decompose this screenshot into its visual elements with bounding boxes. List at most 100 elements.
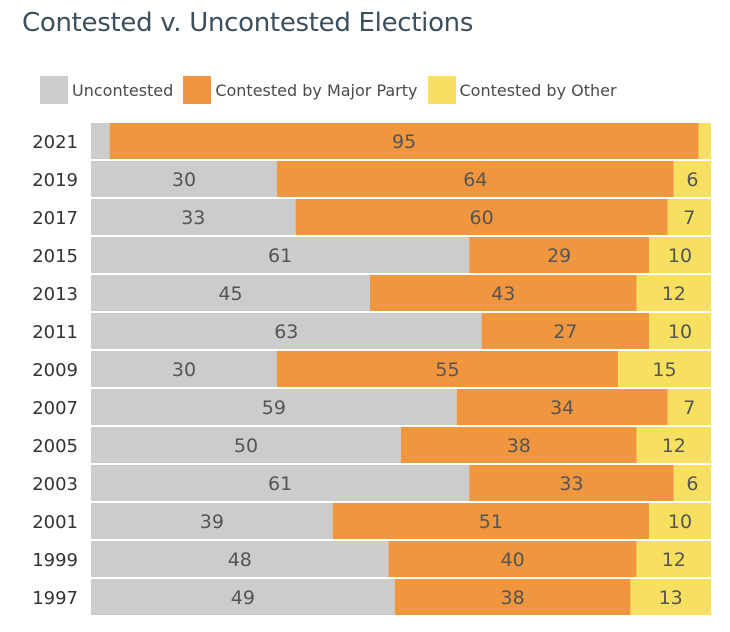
data-label-contested-by-major-party-2011: 27 [553, 321, 577, 343]
bar-contested-by-other-1997 [630, 579, 711, 615]
data-label-contested-by-other-2015: 10 [668, 245, 692, 267]
data-label-contested-by-other-2007: 7 [683, 397, 695, 419]
data-label-uncontested-2011: 63 [274, 321, 298, 343]
bar-contested-by-other-1999 [636, 541, 711, 577]
y-tick-label-2017: 2017 [32, 208, 78, 229]
bar-uncontested-2007 [91, 389, 457, 425]
data-label-contested-by-major-party-2007: 34 [550, 397, 574, 419]
legend-swatch-other [427, 76, 456, 104]
bar-contested-by-major-party-2007 [456, 389, 668, 425]
bar-contested-by-other-2009 [618, 351, 711, 387]
legend-label-uncontested: Uncontested [72, 80, 174, 100]
bar-contested-by-other-2001 [649, 503, 711, 539]
data-label-uncontested-2001: 39 [200, 511, 224, 533]
data-label-contested-by-other-2003: 6 [686, 473, 698, 495]
bar-contested-by-major-party-2005 [401, 427, 637, 463]
y-tick-label-2015: 2015 [32, 246, 78, 267]
data-label-contested-by-major-party-2021: 95 [392, 131, 416, 153]
bar-contested-by-other-2007 [667, 389, 711, 425]
bar-contested-by-other-2011 [649, 313, 711, 349]
bar-contested-by-other-2005 [636, 427, 711, 463]
y-tick-label-2007: 2007 [32, 398, 78, 419]
bar-uncontested-2021 [91, 123, 110, 159]
data-label-contested-by-major-party-1999: 40 [501, 549, 525, 571]
bar-contested-by-other-2017 [667, 199, 711, 235]
data-label-contested-by-other-1997: 13 [659, 587, 683, 609]
bar-contested-by-major-party-2021 [109, 123, 699, 159]
data-label-contested-by-other-2005: 12 [662, 435, 686, 457]
bar-contested-by-major-party-2017 [295, 199, 668, 235]
data-label-contested-by-other-1999: 12 [662, 549, 686, 571]
bar-contested-by-major-party-2001 [332, 503, 649, 539]
y-tick-label-1999: 1999 [32, 550, 78, 571]
bar-uncontested-2001 [91, 503, 333, 539]
y-tick-label-2011: 2011 [32, 322, 78, 343]
y-tick-label-2003: 2003 [32, 474, 78, 495]
bar-uncontested-1999 [91, 541, 389, 577]
bar-uncontested-2005 [91, 427, 401, 463]
data-label-uncontested-2003: 61 [268, 473, 292, 495]
data-label-uncontested-2013: 45 [218, 283, 242, 305]
data-label-contested-by-other-2009: 15 [652, 359, 676, 381]
data-label-uncontested-2005: 50 [234, 435, 258, 457]
data-label-uncontested-1999: 48 [228, 549, 252, 571]
bar-uncontested-1997 [91, 579, 395, 615]
bar-contested-by-major-party-1997 [394, 579, 631, 615]
data-label-contested-by-other-2017: 7 [683, 207, 695, 229]
bar-contested-by-major-party-2011 [481, 313, 649, 349]
data-label-uncontested-2017: 33 [181, 207, 205, 229]
bar-uncontested-2011 [91, 313, 482, 349]
bar-contested-by-other-2019 [673, 161, 711, 197]
bar-uncontested-2009 [91, 351, 277, 387]
bar-contested-by-major-party-1999 [388, 541, 637, 577]
y-tick-label-1997: 1997 [32, 588, 78, 609]
legend-item-uncontested: Uncontested [40, 76, 173, 104]
bar-uncontested-2003 [91, 465, 470, 501]
data-label-contested-by-major-party-2013: 43 [491, 283, 515, 305]
data-label-uncontested-2015: 61 [268, 245, 292, 267]
bar-uncontested-2015 [91, 237, 470, 273]
y-tick-label-2013: 2013 [32, 284, 78, 305]
data-label-contested-by-major-party-2001: 51 [479, 511, 503, 533]
bar-uncontested-2019 [91, 161, 277, 197]
legend-swatch-uncontested [40, 76, 68, 104]
chart-title: Contested v. Uncontested Elections [22, 8, 474, 38]
legend-label-major-party: Contested by Major Party [215, 80, 418, 100]
bar-uncontested-2017 [91, 199, 296, 235]
y-tick-label-2021: 2021 [32, 132, 78, 153]
data-label-contested-by-major-party-2009: 55 [435, 359, 459, 381]
data-label-uncontested-2019: 30 [172, 169, 196, 191]
data-label-contested-by-major-party-2015: 29 [547, 245, 571, 267]
y-tick-label-2001: 2001 [32, 512, 78, 533]
data-label-contested-by-major-party-2003: 33 [559, 473, 583, 495]
legend-swatch-major-party [183, 76, 212, 104]
data-label-contested-by-major-party-2005: 38 [507, 435, 531, 457]
legend-label-other: Contested by Other [459, 80, 617, 100]
y-tick-label-2009: 2009 [32, 360, 78, 381]
data-label-contested-by-other-2013: 12 [662, 283, 686, 305]
bar-contested-by-other-2003 [673, 465, 711, 501]
y-tick-label-2019: 2019 [32, 170, 78, 191]
legend-item-other: Contested by Other [427, 76, 617, 104]
data-label-contested-by-major-party-2019: 64 [463, 169, 487, 191]
bar-contested-by-major-party-2019 [277, 161, 674, 197]
data-label-uncontested-2009: 30 [172, 359, 196, 381]
data-label-contested-by-other-2011: 10 [668, 321, 692, 343]
y-tick-label-2005: 2005 [32, 436, 78, 457]
bar-contested-by-major-party-2003 [469, 465, 674, 501]
bar-contested-by-major-party-2009 [277, 351, 618, 387]
bar-contested-by-other-2021 [698, 123, 711, 159]
legend: Uncontested Contested by Major Party Con… [40, 76, 627, 104]
data-label-contested-by-other-2001: 10 [668, 511, 692, 533]
bar-contested-by-major-party-2013 [370, 275, 637, 311]
bar-contested-by-major-party-2015 [469, 237, 649, 273]
data-label-uncontested-2007: 59 [262, 397, 286, 419]
bar-uncontested-2013 [91, 275, 370, 311]
data-label-contested-by-major-party-2017: 60 [470, 207, 494, 229]
data-label-contested-by-other-2019: 6 [686, 169, 698, 191]
data-label-uncontested-1997: 49 [231, 587, 255, 609]
legend-item-major-party: Contested by Major Party [183, 76, 418, 104]
bar-contested-by-other-2013 [636, 275, 711, 311]
bar-contested-by-other-2015 [649, 237, 711, 273]
